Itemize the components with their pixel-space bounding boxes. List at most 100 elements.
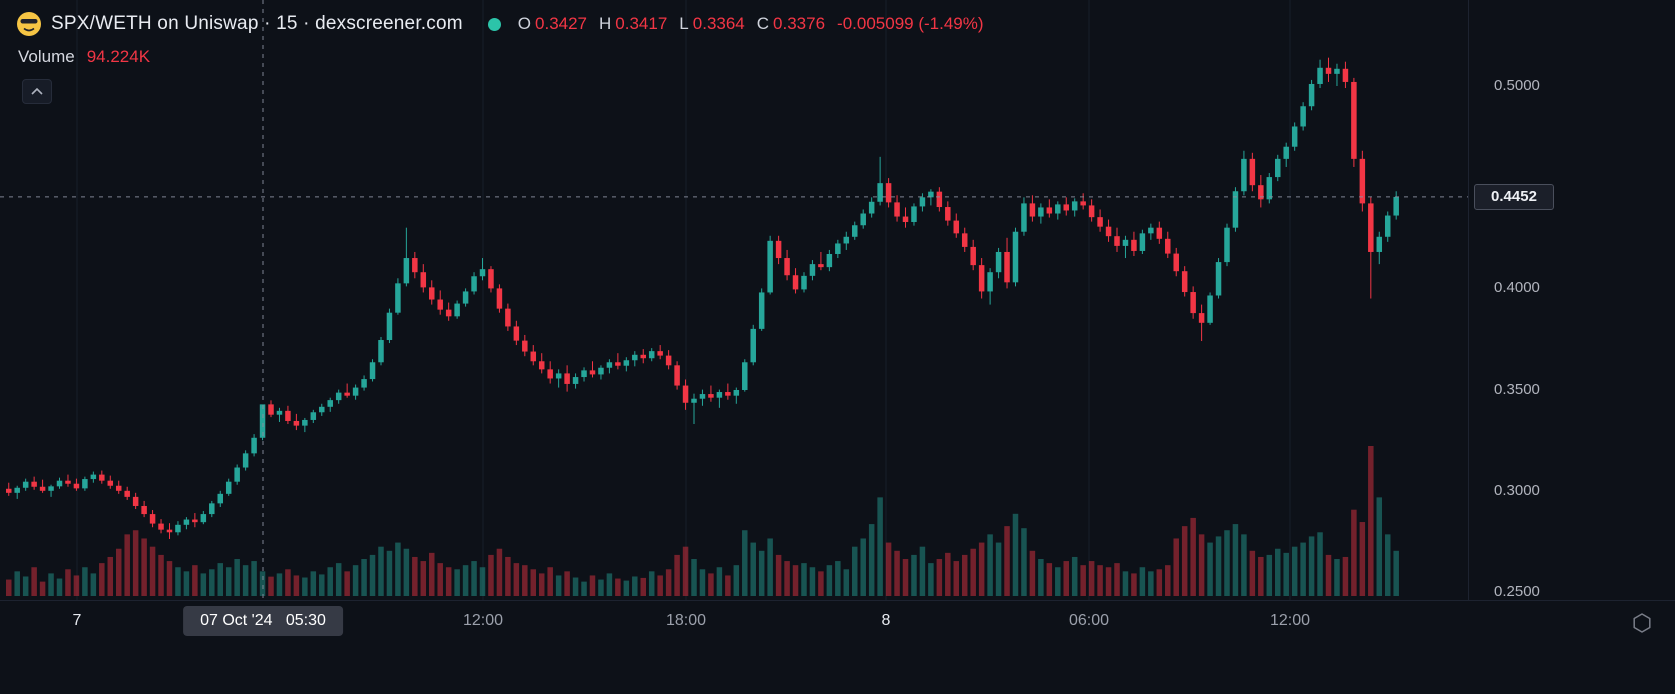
- candle-body: [39, 486, 46, 491]
- candle-body: [961, 233, 968, 247]
- volume-bar: [877, 497, 883, 596]
- candle-body: [1021, 203, 1027, 232]
- candle-body: [767, 240, 773, 293]
- volume-bar: [1088, 561, 1095, 596]
- candle-body: [132, 496, 139, 506]
- volume-bar: [742, 530, 748, 596]
- volume-bar: [242, 565, 249, 596]
- volume-bar: [73, 575, 80, 596]
- chart-plot-area[interactable]: SPX/WETH on Uniswap · 15 · dexscreener.c…: [0, 0, 1468, 600]
- pair-logo-icon: [17, 12, 41, 36]
- volume-bar: [767, 538, 773, 596]
- volume-bar: [1063, 561, 1069, 596]
- volume-bar: [868, 524, 875, 596]
- candle-body: [1148, 227, 1154, 234]
- candle-body: [82, 479, 88, 489]
- candle-body: [6, 488, 12, 493]
- volume-bar: [1207, 542, 1213, 596]
- volume-bar: [327, 567, 333, 596]
- candle-body: [369, 362, 376, 380]
- volume-bar: [555, 575, 562, 596]
- volume-bar: [919, 546, 926, 596]
- volume-bar: [1021, 528, 1027, 596]
- candle-body: [750, 328, 756, 363]
- candle-body: [1351, 81, 1357, 159]
- candle-body: [1122, 239, 1129, 246]
- axis-settings-button[interactable]: [1629, 610, 1655, 636]
- volume-bar: [936, 559, 943, 596]
- candle-body: [1156, 227, 1163, 239]
- candle-body: [581, 370, 587, 378]
- volume-bar: [1198, 534, 1205, 596]
- volume-bar: [1038, 559, 1044, 596]
- volume-bar: [623, 580, 630, 596]
- candle-body: [1300, 106, 1306, 127]
- candle-body: [251, 437, 257, 454]
- candle-body: [877, 183, 883, 202]
- time-axis[interactable]: 7 12:00 18:00 8 06:00 12:00 07 Oct '24 05:30: [0, 600, 1675, 694]
- candle-body: [445, 309, 452, 317]
- volume-bar: [911, 554, 917, 596]
- ohlc-low-value: 0.3364: [692, 14, 745, 33]
- volume-bar: [581, 581, 587, 596]
- candle-body: [1055, 204, 1061, 214]
- candle-body: [344, 392, 350, 396]
- candle-body: [733, 390, 740, 396]
- volume-label[interactable]: Volume: [18, 47, 75, 66]
- candle-body: [1097, 217, 1103, 227]
- price-axis[interactable]: 0.5000 0.4000 0.3500 0.3000 0.2500 0.4452: [1468, 0, 1675, 600]
- volume-bar: [99, 563, 105, 596]
- settings-hexagon-icon: [1633, 613, 1651, 633]
- volume-bar: [860, 538, 866, 596]
- volume-bar: [1190, 517, 1196, 596]
- candle-body: [99, 474, 105, 481]
- candle-body: [1232, 191, 1239, 228]
- volume-value: 94.224K: [86, 47, 151, 66]
- candle-body: [209, 503, 215, 515]
- pair-title[interactable]: SPX/WETH on Uniswap · 15 · dexscreener.c…: [51, 13, 463, 34]
- volume-bar: [1004, 526, 1010, 596]
- candle-body: [395, 283, 401, 313]
- candle-body: [1266, 177, 1273, 200]
- candle-body: [640, 354, 646, 359]
- candle-body: [386, 312, 393, 341]
- candle-body: [708, 394, 714, 398]
- volume-bar: [462, 565, 469, 596]
- volume-bar: [48, 573, 54, 596]
- volume-bar: [132, 530, 139, 596]
- candle-body: [242, 453, 249, 468]
- candle-body: [632, 354, 638, 361]
- volume-bar: [1376, 497, 1383, 596]
- candlestick-chart[interactable]: [0, 0, 1468, 600]
- volume-bar: [1291, 546, 1298, 596]
- candle-body: [826, 253, 833, 268]
- candle-body: [1359, 158, 1366, 204]
- volume-bar: [1300, 542, 1306, 596]
- volume-bar: [1317, 532, 1323, 596]
- volume-bar: [1114, 563, 1120, 596]
- candle-body: [429, 287, 435, 300]
- candle-body: [725, 392, 731, 396]
- volume-bar: [293, 575, 300, 596]
- volume-bar: [158, 554, 164, 596]
- volume-bar: [538, 573, 545, 596]
- candle-body: [1105, 226, 1112, 237]
- candle-body: [742, 362, 748, 391]
- candle-body: [234, 467, 240, 482]
- volume-bar: [1224, 530, 1230, 596]
- volume-bar: [369, 554, 376, 596]
- ohlc-change-value: -0.005099 (-1.49%): [837, 14, 984, 33]
- candle-body: [31, 481, 37, 487]
- legend-collapse-button[interactable]: [22, 79, 52, 104]
- volume-bar: [852, 546, 858, 596]
- candle-body: [801, 275, 807, 290]
- volume-bar: [835, 561, 841, 596]
- volume-bar: [412, 556, 418, 596]
- candle-body: [65, 480, 71, 484]
- candle-body: [919, 197, 926, 207]
- volume-bar: [792, 565, 799, 596]
- volume-bar: [1232, 524, 1239, 596]
- volume-bar: [6, 579, 12, 596]
- candle-body: [335, 392, 342, 401]
